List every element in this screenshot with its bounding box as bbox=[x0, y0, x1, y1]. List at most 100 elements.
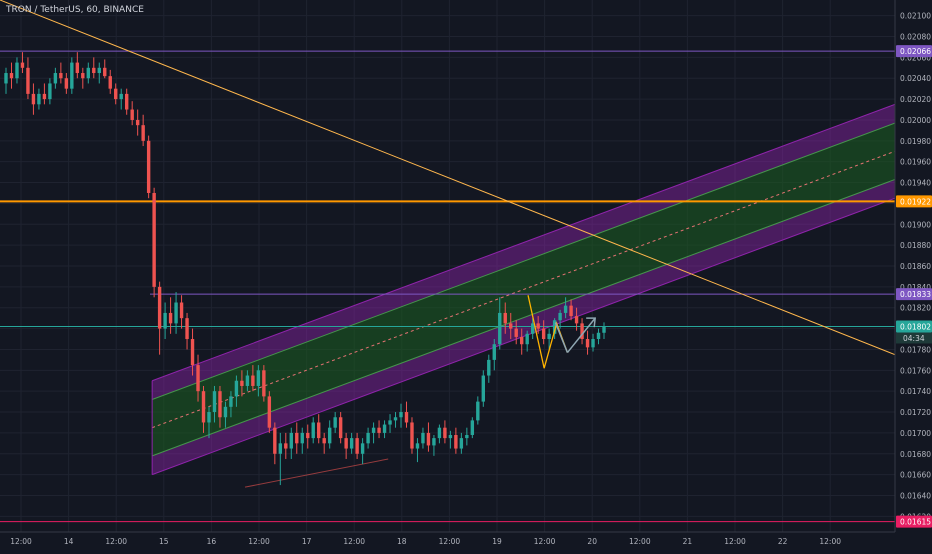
candle bbox=[146, 135, 151, 199]
x-tick-label: 17 bbox=[302, 537, 312, 546]
candle-body bbox=[103, 67, 107, 77]
candle bbox=[503, 302, 507, 334]
level-price-tag bbox=[896, 195, 932, 208]
candle-body bbox=[130, 109, 134, 120]
candle-body bbox=[498, 312, 502, 345]
level-price-label: 0.02066 bbox=[900, 47, 931, 56]
candle-body bbox=[218, 391, 222, 418]
candle bbox=[338, 412, 343, 444]
candle bbox=[574, 307, 579, 331]
level-price-label: 0.01922 bbox=[900, 197, 931, 206]
candle bbox=[212, 385, 217, 423]
candle-body bbox=[371, 427, 376, 433]
candle-body bbox=[278, 443, 283, 454]
candle-body bbox=[448, 434, 453, 439]
candle bbox=[481, 370, 486, 407]
candle-body bbox=[119, 93, 123, 100]
candle bbox=[421, 427, 425, 449]
candle-body bbox=[229, 396, 233, 407]
candle-body bbox=[382, 424, 387, 433]
candle-body bbox=[585, 339, 590, 348]
candle-body bbox=[459, 438, 464, 449]
candle-body bbox=[487, 359, 491, 376]
candle bbox=[300, 427, 304, 454]
candle bbox=[267, 391, 272, 433]
candle-body bbox=[306, 432, 310, 439]
candle-body bbox=[201, 391, 206, 423]
price-axis-bg bbox=[895, 0, 932, 550]
candle-body bbox=[81, 73, 85, 79]
candle bbox=[355, 432, 359, 459]
level-price-tag bbox=[896, 288, 932, 301]
candle-body bbox=[48, 83, 52, 100]
candle-body bbox=[360, 443, 365, 454]
candle bbox=[454, 427, 458, 454]
x-tick-label: 21 bbox=[683, 537, 693, 546]
candle bbox=[86, 62, 90, 84]
x-tick-label: 15 bbox=[159, 537, 169, 546]
candle bbox=[602, 322, 606, 340]
trend-line bbox=[0, 0, 896, 356]
candle bbox=[426, 422, 431, 452]
candle-body bbox=[454, 434, 458, 449]
candle-body bbox=[503, 312, 507, 324]
y-tick-label: 0.02020 bbox=[900, 95, 931, 104]
candle-body bbox=[421, 432, 425, 444]
candle-body bbox=[432, 438, 436, 446]
candle bbox=[393, 412, 398, 428]
candle bbox=[163, 302, 167, 340]
candle-body bbox=[530, 323, 535, 334]
x-tick-label: 12:00 bbox=[248, 537, 270, 546]
projection-arrowhead bbox=[586, 317, 597, 328]
candle-body bbox=[289, 432, 293, 449]
x-tick-label: 12:00 bbox=[10, 537, 32, 546]
x-tick-label: 19 bbox=[492, 537, 502, 546]
candle-body bbox=[31, 93, 36, 105]
candle-body bbox=[152, 192, 156, 287]
candle-body bbox=[284, 443, 288, 449]
candle-body bbox=[476, 401, 480, 421]
y-tick-label: 0.01760 bbox=[900, 366, 931, 375]
channel-upper-band bbox=[152, 104, 895, 400]
level-price-label: 0.01615 bbox=[900, 518, 931, 527]
candle-body bbox=[596, 332, 601, 340]
candle-body bbox=[190, 339, 195, 366]
channel-lower-band bbox=[152, 179, 895, 475]
candle bbox=[185, 312, 189, 350]
candle-body bbox=[245, 375, 250, 386]
candle bbox=[59, 62, 63, 84]
support-line bbox=[244, 458, 389, 488]
candle bbox=[174, 292, 178, 334]
candle-body bbox=[9, 73, 14, 79]
candle bbox=[141, 114, 145, 147]
regression-channel bbox=[151, 103, 896, 476]
candle bbox=[179, 295, 184, 329]
candle-body bbox=[333, 417, 337, 428]
candle bbox=[448, 430, 453, 449]
candle bbox=[432, 434, 436, 456]
candle-body bbox=[15, 62, 19, 79]
candle bbox=[26, 57, 30, 100]
candle-body bbox=[470, 420, 475, 435]
candles bbox=[4, 52, 606, 486]
candle-body bbox=[536, 323, 540, 329]
candle-body bbox=[168, 312, 173, 324]
candle-body bbox=[108, 76, 112, 89]
candle-body bbox=[317, 422, 321, 439]
candle bbox=[9, 62, 14, 89]
y-tick-label: 0.02080 bbox=[900, 33, 931, 42]
candle bbox=[53, 67, 58, 89]
candle-body bbox=[426, 432, 431, 446]
candle bbox=[437, 424, 442, 444]
candle-body bbox=[273, 427, 277, 454]
candle-body bbox=[70, 62, 74, 89]
candle-body bbox=[157, 286, 162, 329]
candle-body bbox=[393, 417, 398, 421]
candle bbox=[256, 365, 261, 397]
candle bbox=[388, 414, 392, 433]
candle bbox=[97, 62, 101, 84]
y-tick-label: 0.02040 bbox=[900, 74, 931, 83]
candle bbox=[70, 57, 74, 94]
